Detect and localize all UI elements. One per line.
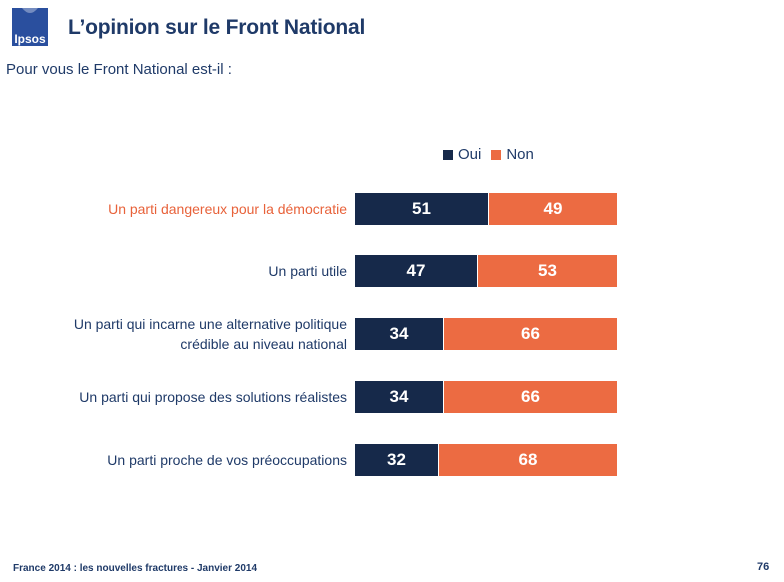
category-label-line: Un parti utile <box>268 263 347 279</box>
data-label: 53 <box>538 261 557 280</box>
logo-text: Ipsos <box>14 32 46 46</box>
bar-oui-0: 51 <box>355 193 489 225</box>
ipsos-logo: Ipsos <box>8 6 52 52</box>
data-label: 51 <box>412 199 431 218</box>
legend-label-oui: Oui <box>458 146 482 163</box>
bar-oui-2: 34 <box>355 318 444 350</box>
category-label-line: crédible au niveau national <box>180 336 347 352</box>
category-label-line: Un parti qui incarne une alternative pol… <box>73 316 347 332</box>
category-label-line: Un parti proche de vos préoccupations <box>107 452 347 468</box>
data-label: 47 <box>406 261 426 280</box>
bar-non-0: 49 <box>489 193 617 225</box>
legend-item-oui: Oui <box>443 146 481 163</box>
legend-label-non: Non <box>506 146 534 163</box>
legend-item-non: Non <box>491 146 534 163</box>
data-label: 66 <box>521 324 540 343</box>
bar-oui-3: 34 <box>355 381 444 413</box>
data-label: 34 <box>389 387 409 406</box>
ipsos-logo-shape <box>12 8 48 46</box>
page-title: L’opinion sur le Front National <box>68 16 366 39</box>
bar-oui-4: 32 <box>355 444 439 476</box>
bar-non-4: 68 <box>439 444 617 476</box>
category-label: Un parti qui incarne une alternative pol… <box>74 314 347 354</box>
data-label: 66 <box>521 387 540 406</box>
footer-source: France 2014 : les nouvelles fractures - … <box>13 563 258 574</box>
page-number: 76 <box>757 561 770 573</box>
bar-oui-1: 47 <box>355 255 478 287</box>
data-label: 32 <box>387 450 406 469</box>
legend-swatch-oui <box>443 149 453 160</box>
category-label-line: Un parti dangereux pour la démocratie <box>108 201 347 217</box>
legend-swatch-non <box>491 149 502 160</box>
category-label-line: Un parti qui propose des solutions réali… <box>79 389 347 405</box>
category-label: Un parti qui propose des solutions réali… <box>79 387 347 407</box>
data-label: 68 <box>518 450 538 469</box>
chart-legend: Oui Non <box>443 146 544 163</box>
data-label: 49 <box>543 199 563 218</box>
bar-non-2: 66 <box>444 318 617 350</box>
question-subtitle: Pour vous le Front National est-il : <box>6 61 232 78</box>
data-label: 34 <box>389 324 409 343</box>
category-label: Un parti proche de vos préoccupations <box>107 450 347 470</box>
bar-non-1: 53 <box>478 255 617 287</box>
bar-non-3: 66 <box>444 381 617 413</box>
category-label: Un parti dangereux pour la démocratie <box>108 199 347 219</box>
category-label: Un parti utile <box>268 261 347 281</box>
